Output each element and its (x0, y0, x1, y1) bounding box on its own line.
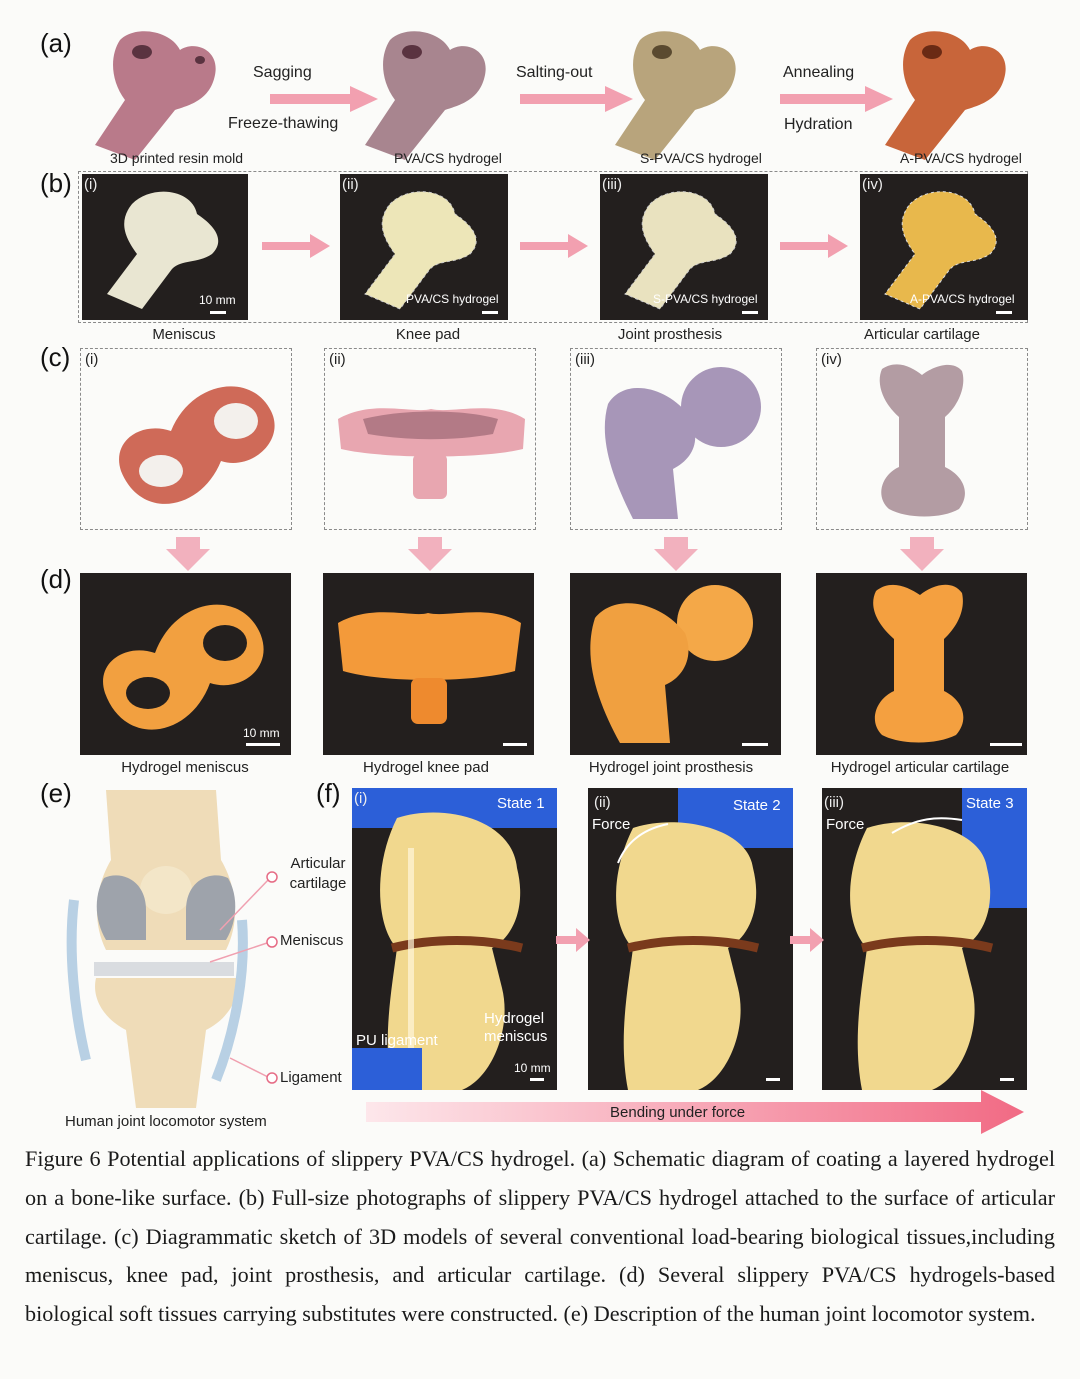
process-arrow-3 (780, 86, 893, 112)
mold-label-3: S-PVA/CS hydrogel (640, 150, 762, 166)
scale-bar-b (210, 311, 226, 314)
roman-c-4: (iv) (821, 351, 842, 368)
mold-label-2: PVA/CS hydrogel (394, 150, 502, 166)
model-joint-prosthesis: (iii) (570, 348, 782, 530)
scale-bar-d4 (990, 743, 1022, 746)
d-caption-3: Hydrogel joint prosthesis (588, 759, 754, 776)
process-arrow-2 (520, 86, 633, 112)
scale-bar-d2 (503, 743, 527, 746)
b-arrow-1 (262, 234, 330, 258)
step-3-top-label: Annealing (783, 64, 855, 81)
panel-c-label: (c) (40, 342, 71, 372)
model-articular-cartilage: (iv) (816, 348, 1028, 530)
d-caption-2: Hydrogel knee pad (363, 759, 489, 776)
s-pva-cs-hydrogel-mold-illustration (615, 31, 736, 160)
scale-label-f: 10 mm (514, 1061, 551, 1075)
photo-state-3: (iii) Force State 3 (822, 788, 1027, 1090)
photo-state-1: (i) State 1 10 mm (352, 788, 557, 1090)
a-pva-cs-hydrogel-mold-illustration (885, 31, 1006, 160)
panel-e-caption: Human joint locomotor system (65, 1113, 267, 1130)
scale-bar-b2 (482, 311, 498, 314)
bending-under-force-label: Bending under force (610, 1104, 746, 1121)
photo-label-pva: PVA/CS hydrogel (406, 292, 499, 306)
label-meniscus: Meniscus (280, 932, 344, 949)
photo-hydrogel-joint-prosthesis (570, 573, 781, 755)
knee-joint-illustration (66, 790, 248, 1108)
b-caption-4: Articular cartilage (864, 326, 980, 343)
panel-e-label: (e) (40, 778, 72, 808)
model-meniscus: (i) (80, 348, 292, 530)
force-label-2: Force (592, 816, 631, 833)
b-caption-2: Knee pad (395, 326, 461, 343)
pva-cs-hydrogel-mold-illustration (365, 31, 486, 160)
force-label-3: Force (826, 816, 865, 833)
step-3-bottom-label: Hydration (784, 116, 853, 133)
panel-d-label: (d) (40, 564, 72, 594)
panel-e-leader-lines (209, 871, 278, 1084)
step-1-bottom-label: Freeze-thawing (228, 115, 339, 132)
label-hydrogel-meniscus: Hydrogel meniscus (484, 1010, 548, 1045)
photo-joint-prosthesis: (iii) S-PVA/CS hydrogel (600, 174, 768, 320)
scale-bar-f1 (530, 1078, 544, 1081)
scale-bar-f3 (1000, 1078, 1014, 1081)
photo-articular-cartilage: (iv) A-PVA/CS hydrogel (860, 174, 1028, 320)
photo-knee-pad: (ii) PVA/CS hydrogel (340, 174, 508, 320)
scale-label-b: 10 mm (199, 293, 236, 307)
roman-f-3: (iii) (824, 794, 844, 811)
label-ligament: Ligament (280, 1069, 342, 1086)
label-articular-cartilage: Articular cartilage (289, 855, 347, 892)
state-1-label: State 1 (497, 795, 545, 812)
scale-bar-d1 (246, 743, 280, 746)
c-to-d-arrow-3 (654, 537, 698, 571)
roman-b-2: (ii) (342, 176, 359, 193)
b-caption-1: Meniscus (152, 326, 216, 343)
scale-bar-b3 (742, 311, 758, 314)
scale-label-d: 10 mm (243, 726, 280, 740)
panel-b-label: (b) (40, 168, 72, 198)
b-arrow-2 (520, 234, 588, 258)
b-arrow-3 (780, 234, 848, 258)
roman-b-1: (i) (84, 176, 98, 193)
scale-bar-b4 (996, 311, 1012, 314)
step-1-top-label: Sagging (253, 64, 312, 81)
f-arrow-2 (790, 928, 824, 952)
photo-meniscus: (i) 10 mm (82, 174, 248, 320)
mold-label-4: A-PVA/CS hydrogel (900, 150, 1022, 166)
b-caption-3: Joint prosthesis (617, 326, 723, 343)
bending-under-force-arrow (366, 1090, 1024, 1134)
state-3-label: State 3 (966, 795, 1014, 812)
panel-a-label: (a) (40, 28, 72, 58)
roman-b-4: (iv) (862, 176, 883, 193)
roman-c-2: (ii) (329, 351, 346, 368)
roman-c-1: (i) (85, 351, 99, 368)
figure-6: (a) Sagging Freeze-thawing Salting-out A… (40, 28, 1028, 1134)
figure-caption: Figure 6 Potential applications of slipp… (25, 1146, 1055, 1327)
process-arrow-1 (270, 86, 378, 112)
roman-f-1: (i) (354, 790, 368, 807)
step-2-top-label: Salting-out (516, 64, 593, 81)
d-caption-1: Hydrogel meniscus (121, 759, 249, 776)
mold-label-1: 3D printed resin mold (110, 150, 244, 166)
panel-f-label: (f) (316, 778, 341, 808)
photo-state-2: (ii) Force State 2 (588, 788, 793, 1090)
c-to-d-arrow-1 (166, 537, 210, 571)
photo-hydrogel-knee-pad (323, 573, 534, 755)
label-pu-ligament: PU ligament (356, 1032, 438, 1049)
scale-bar-f2 (766, 1078, 780, 1081)
f-arrow-1 (556, 928, 590, 952)
scale-bar-d3 (742, 743, 768, 746)
c-to-d-arrow-4 (900, 537, 944, 571)
photo-label-s-pva: S-PVA/CS hydrogel (653, 292, 758, 306)
state-2-label: State 2 (733, 797, 781, 814)
photo-label-a-pva: A-PVA/CS hydrogel (910, 292, 1015, 306)
roman-c-3: (iii) (575, 351, 595, 368)
model-knee-pad: (ii) (324, 348, 536, 530)
photo-hydrogel-articular-cartilage (816, 573, 1027, 755)
roman-b-3: (iii) (602, 176, 622, 193)
resin-mold-illustration (95, 31, 216, 160)
roman-f-2: (ii) (594, 794, 611, 811)
d-caption-4: Hydrogel articular cartilage (830, 759, 1010, 776)
photo-hydrogel-meniscus: 10 mm (80, 573, 291, 755)
c-to-d-arrow-2 (408, 537, 452, 571)
